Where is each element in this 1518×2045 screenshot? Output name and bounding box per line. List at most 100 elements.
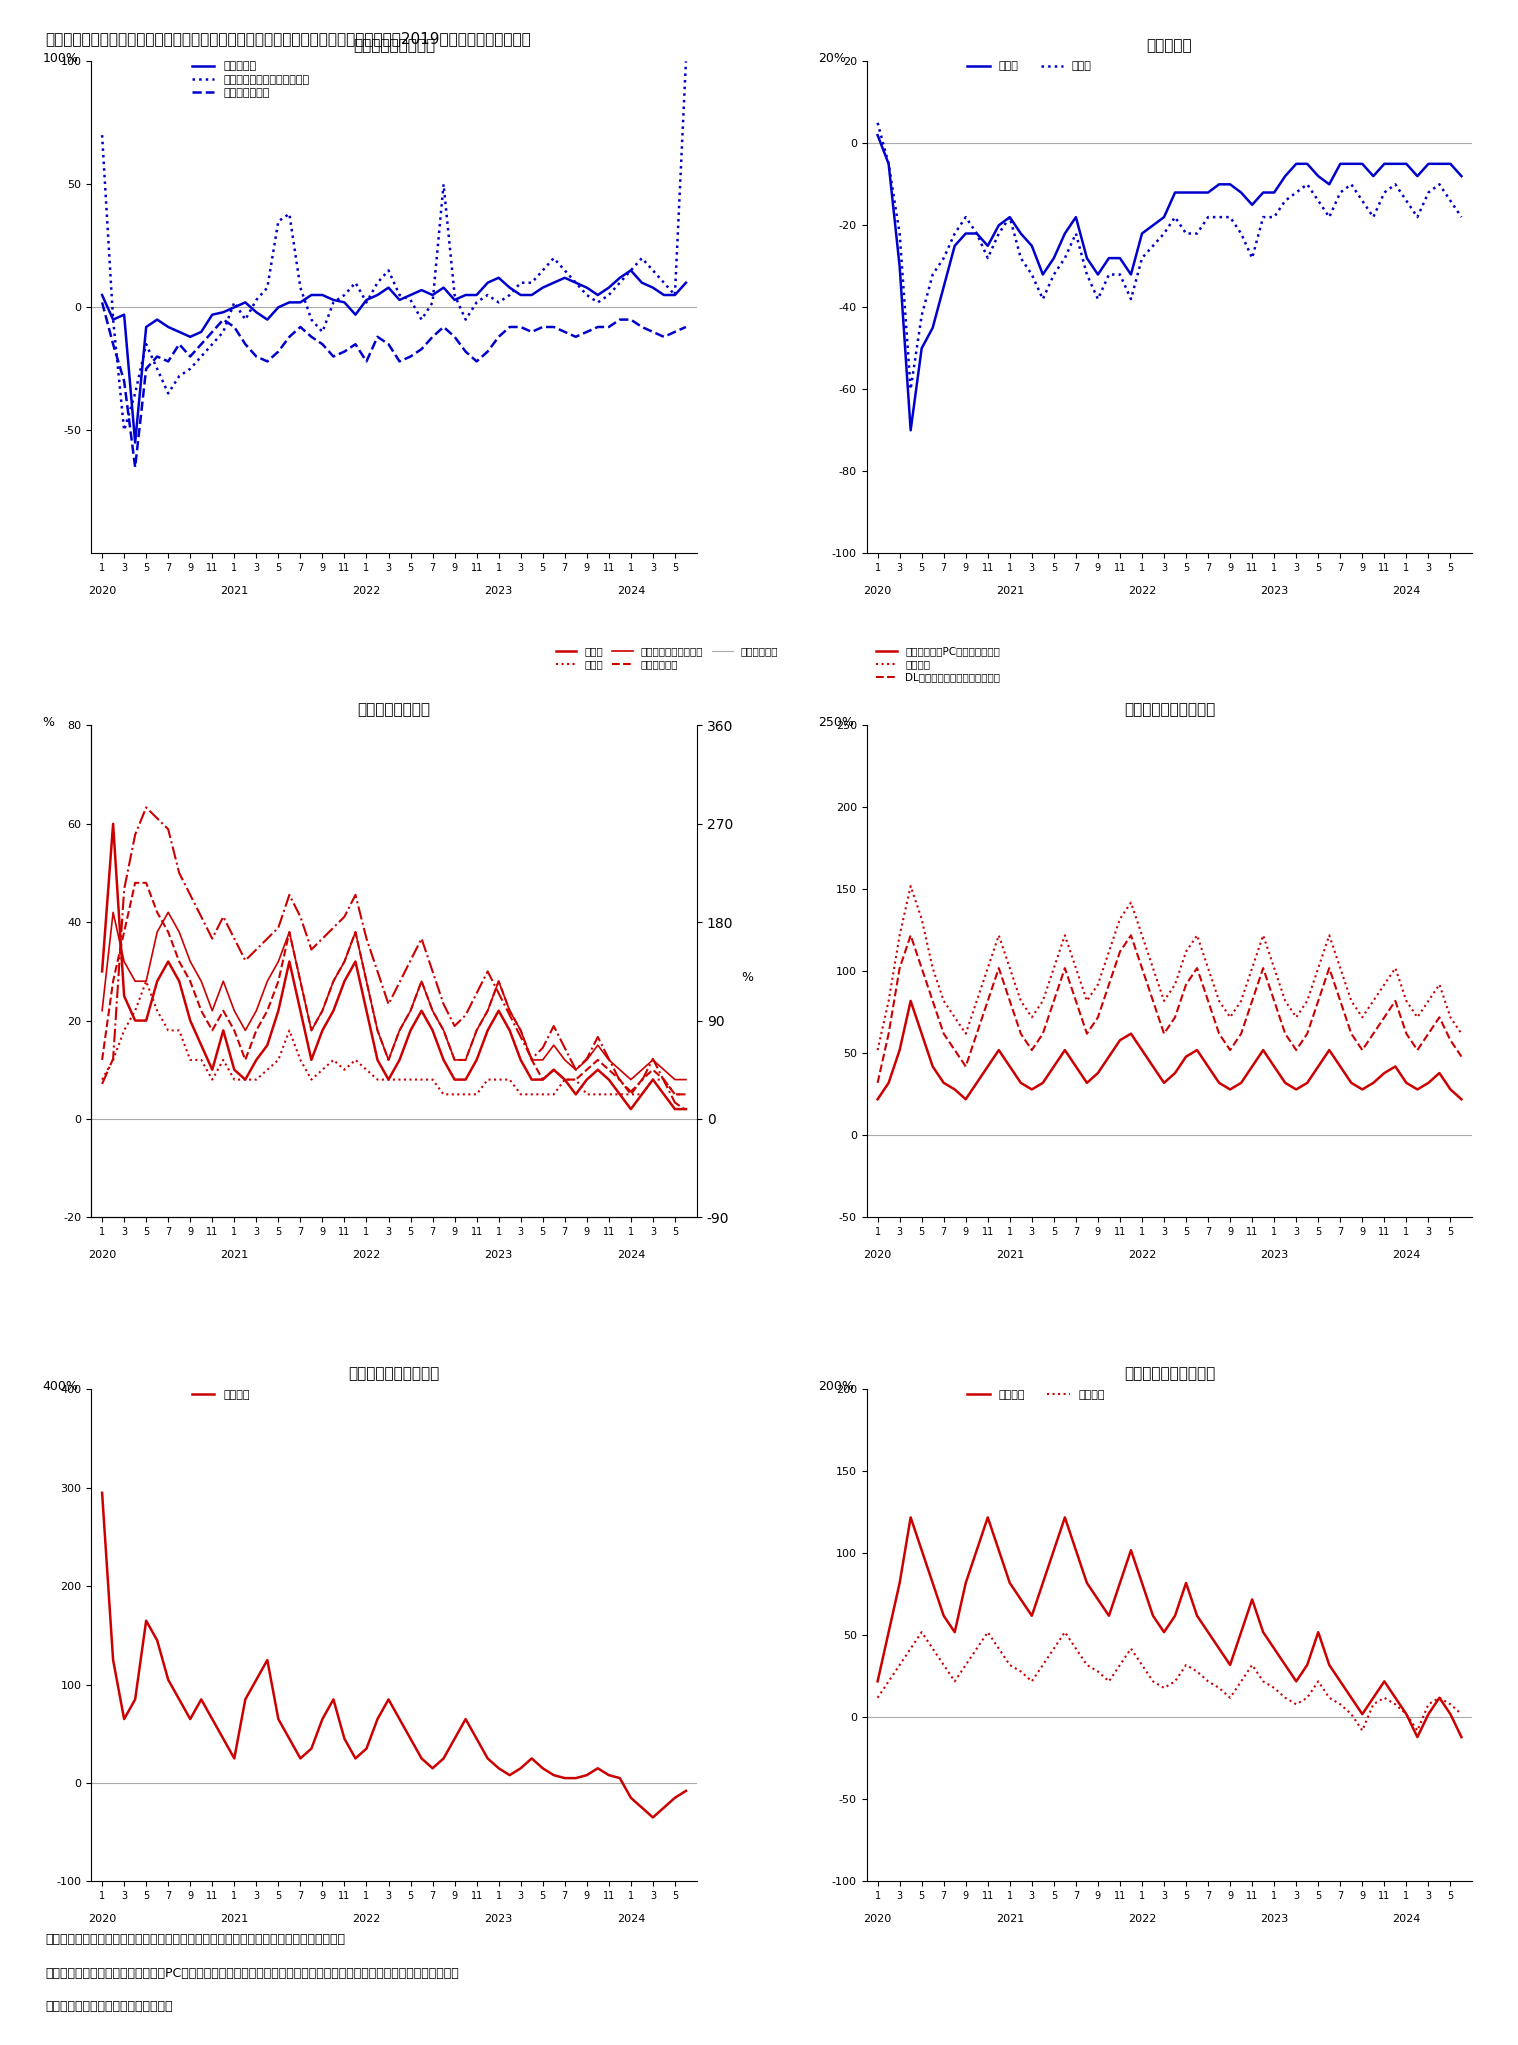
食事代	[979, 233, 997, 258]
DL版の音楽・映像、アプリなど	[902, 922, 920, 947]
出前（右軸）	[93, 1072, 111, 1096]
ゲーム機	[313, 1708, 331, 1732]
DL版の音楽・映像、アプリなど	[1101, 971, 1119, 996]
パソコン	[979, 1505, 997, 1530]
食事代	[1199, 180, 1217, 204]
Text: %: %	[43, 716, 55, 728]
食事代	[1220, 172, 1239, 196]
チューハイ・カクテル	[445, 1047, 463, 1072]
ゲーム機	[677, 1779, 695, 1804]
Line: パスタ: パスタ	[102, 824, 686, 1108]
理美容サービス	[203, 319, 222, 344]
一般家具	[1199, 1669, 1217, 1693]
Line: 冷凍調理食品: 冷凍調理食品	[102, 883, 686, 1094]
パスタ	[203, 1057, 222, 1082]
マッサージ料金等（診療外）	[501, 282, 519, 307]
マッサージ料金等（診療外）	[424, 290, 442, 315]
DL版の音楽・映像、アプリなど	[1233, 1020, 1251, 1045]
一般家具	[1101, 1669, 1119, 1693]
飲酒代	[1233, 221, 1251, 245]
理美容サービス	[445, 325, 463, 350]
Line: 生鮮肉: 生鮮肉	[102, 982, 686, 1094]
DL版の音楽・映像、アプリなど	[1199, 988, 1217, 1012]
マッサージ料金等（診療外）	[115, 417, 134, 442]
パスタ	[501, 1018, 519, 1043]
チューハイ・カクテル	[325, 969, 343, 994]
冷凍調理食品	[93, 1047, 111, 1072]
マッサージ料金等（診療外）	[203, 331, 222, 356]
DL版の音楽・映像、アプリなど	[1277, 1020, 1295, 1045]
Text: （資料）総務省「家計調査」より作成: （資料）総務省「家計調査」より作成	[46, 2000, 173, 2012]
Title: （ｇ）対面サービス: （ｇ）対面サービス	[354, 39, 436, 53]
パソコン	[868, 1669, 887, 1693]
Line: 医科診療代: 医科診療代	[102, 270, 686, 442]
Line: 音楽・映像・PC・ゲームソフト: 音楽・映像・PC・ゲームソフト	[877, 1000, 1462, 1100]
飲酒代	[902, 376, 920, 401]
DL版の音楽・映像、アプリなど	[979, 988, 997, 1012]
Y-axis label: %: %	[741, 971, 753, 984]
Text: （注１）コロナ禍の影響で減少した費目を青、増加した費目を赤い折れ線で示している。: （注１）コロナ禍の影響で減少した費目を青、増加した費目を赤い折れ線で示している。	[46, 1933, 346, 1945]
音楽・映像・PC・ゲームソフト	[1101, 1045, 1119, 1070]
パソコン	[1233, 1620, 1251, 1644]
Text: 図表４（続き）　二人以上世帯の消費支出および内訳の主な品目（大品目）の推移（対2019年同月、実質増減率）: 図表４（続き） 二人以上世帯の消費支出および内訳の主な品目（大品目）の推移（対2…	[46, 31, 531, 45]
Legend: パスタ, 生鮮肉, チューハイ・カクテル, 冷凍調理食品, 出前（右軸）: パスタ, 生鮮肉, チューハイ・カクテル, 冷凍調理食品, 出前（右軸）	[551, 642, 783, 673]
電子書籍	[1199, 955, 1217, 980]
医科診療代	[126, 429, 144, 454]
冷凍調理食品	[501, 998, 519, 1022]
出前（右軸）	[137, 796, 155, 820]
DL版の音楽・映像、アプリなど	[1220, 1037, 1239, 1061]
冷凍調理食品	[457, 1047, 475, 1072]
医科診療代	[203, 303, 222, 327]
Text: 100%: 100%	[43, 51, 79, 65]
一般家具	[1453, 1701, 1471, 1726]
Text: 250%: 250%	[818, 716, 855, 728]
ゲーム機	[644, 1806, 662, 1830]
マッサージ料金等（診療外）	[457, 307, 475, 331]
パスタ	[677, 1096, 695, 1121]
一般家具	[1277, 1685, 1295, 1710]
パスタ	[622, 1096, 641, 1121]
Title: （ｊ）デジタル娯楽１: （ｊ）デジタル娯楽１	[1123, 701, 1214, 718]
生鮮肉	[457, 1082, 475, 1106]
生鮮肉	[512, 1082, 530, 1106]
医科診療代	[445, 288, 463, 313]
生鮮肉	[434, 1082, 452, 1106]
Legend: パソコン, 一般家具: パソコン, 一般家具	[962, 1384, 1110, 1405]
音楽・映像・PC・ゲームソフト	[1453, 1088, 1471, 1112]
生鮮肉	[325, 1047, 343, 1072]
ゲーム機	[413, 1746, 431, 1771]
出前（右軸）	[501, 1002, 519, 1027]
パスタ	[105, 812, 123, 836]
Line: 一般家具: 一般家具	[877, 1632, 1462, 1730]
Title: （ｈ）外食: （ｈ）外食	[1146, 39, 1192, 53]
電子書籍	[979, 955, 997, 980]
パスタ	[445, 1067, 463, 1092]
飲酒代	[1199, 204, 1217, 229]
Line: ゲーム機: ゲーム機	[102, 1493, 686, 1818]
生鮮肉	[468, 1082, 486, 1106]
医科診療代	[677, 270, 695, 294]
理美容サービス	[457, 339, 475, 364]
チューハイ・カクテル	[457, 1047, 475, 1072]
Legend: 食事代, 飲酒代: 食事代, 飲酒代	[962, 57, 1096, 76]
ゲーム機	[193, 1687, 211, 1712]
Line: チューハイ・カクテル: チューハイ・カクテル	[102, 912, 686, 1080]
Line: 出前（右軸）: 出前（右軸）	[102, 808, 686, 1110]
出前（右軸）	[424, 959, 442, 984]
飲酒代	[1101, 262, 1119, 286]
一般家具	[1220, 1685, 1239, 1710]
医科診療代	[325, 288, 343, 313]
食事代	[1453, 164, 1471, 188]
Legend: ゲーム機: ゲーム機	[188, 1384, 254, 1405]
DL版の音楽・映像、アプリなど	[868, 1072, 887, 1096]
Text: 400%: 400%	[43, 1380, 79, 1393]
医科診療代	[424, 282, 442, 307]
一般家具	[1353, 1718, 1371, 1742]
冷凍調理食品	[126, 871, 144, 896]
音楽・映像・PC・ゲームソフト	[1277, 1072, 1295, 1096]
冷凍調理食品	[325, 969, 343, 994]
生鮮肉	[203, 1067, 222, 1092]
理美容サービス	[325, 344, 343, 368]
一般家具	[1233, 1669, 1251, 1693]
冷凍調理食品	[677, 1082, 695, 1106]
